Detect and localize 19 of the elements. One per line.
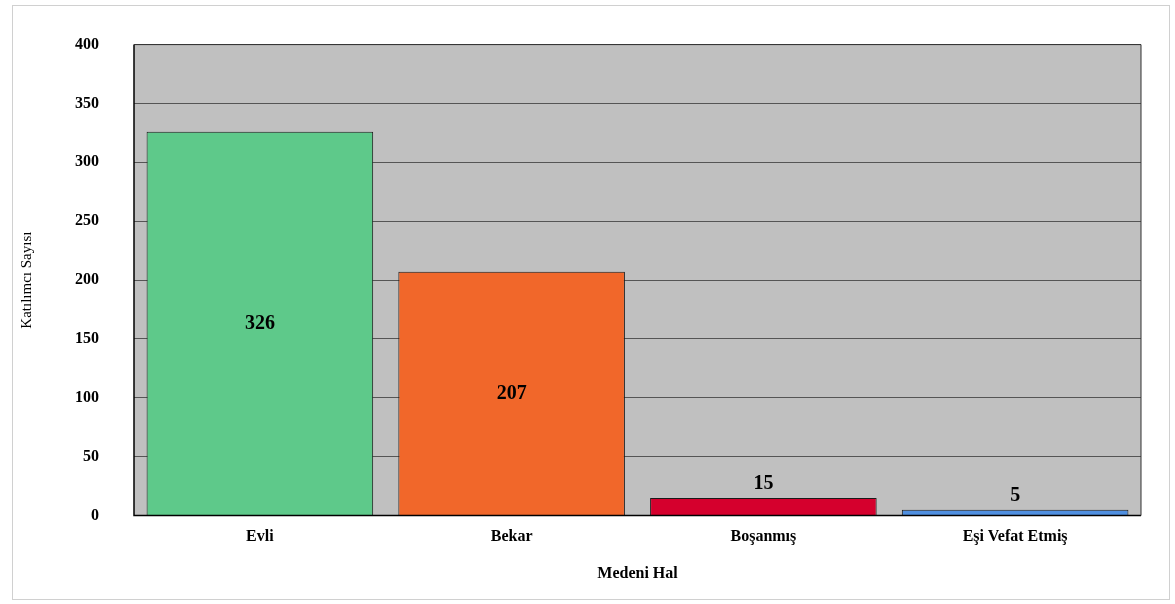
- data-label: 15: [753, 471, 774, 494]
- y-axis-title: Katılımcı Sayısı: [17, 231, 34, 329]
- y-tick-label: 100: [75, 387, 99, 405]
- x-tick-label: Bekar: [490, 527, 533, 545]
- y-tick-label: 200: [75, 270, 99, 288]
- data-label: 326: [244, 310, 275, 333]
- data-label: 5: [1010, 482, 1021, 505]
- y-tick-label: 300: [75, 152, 99, 170]
- y-tick-label: 400: [75, 34, 99, 52]
- y-tick-label: 0: [91, 505, 99, 523]
- x-tick-label: Evli: [246, 527, 275, 545]
- x-tick-label: Boşanmış: [730, 527, 797, 546]
- y-tick-label: 250: [75, 211, 99, 229]
- x-axis-title: Medeni Hal: [597, 563, 679, 581]
- y-tick-label: 350: [75, 93, 99, 111]
- y-tick-label: 150: [75, 329, 99, 347]
- x-tick-label: Eşi Vefat Etmiş: [962, 527, 1068, 546]
- data-label: 207: [496, 380, 527, 403]
- y-tick-label: 50: [83, 446, 99, 464]
